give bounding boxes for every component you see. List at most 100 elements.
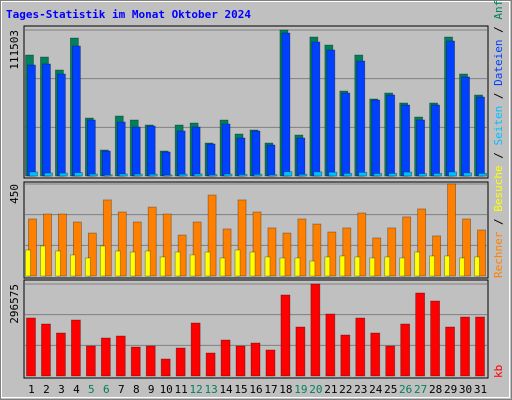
bar xyxy=(25,249,31,277)
legend-entry: Rechner xyxy=(492,231,505,278)
bar xyxy=(309,260,316,277)
bar xyxy=(148,173,158,177)
bar xyxy=(163,174,173,177)
bar xyxy=(222,228,232,277)
bar xyxy=(267,227,277,277)
bar xyxy=(72,221,82,277)
bar xyxy=(115,335,126,377)
bar xyxy=(433,172,443,177)
x-tick-label: 16 xyxy=(249,383,262,396)
bar xyxy=(131,126,141,177)
x-tick-label: 30 xyxy=(459,383,472,396)
bar xyxy=(459,257,465,277)
bar xyxy=(204,251,211,277)
bar xyxy=(221,123,231,177)
bar xyxy=(311,41,321,177)
x-tick-label: 14 xyxy=(219,383,233,396)
bar xyxy=(253,173,263,177)
bar xyxy=(206,143,216,177)
bar xyxy=(223,173,233,177)
bar xyxy=(162,213,172,277)
x-tick-label: 26 xyxy=(399,383,412,396)
bar xyxy=(445,326,455,377)
bar xyxy=(279,257,286,277)
bar xyxy=(339,255,346,277)
bar xyxy=(399,257,406,277)
bar xyxy=(370,332,381,377)
legend-entry: Besuche xyxy=(492,165,505,211)
bar xyxy=(234,249,241,277)
bar xyxy=(69,254,76,277)
bar xyxy=(281,32,291,177)
bar xyxy=(386,94,396,177)
bar xyxy=(29,171,38,177)
bar xyxy=(70,319,81,377)
bar xyxy=(57,73,66,177)
bar xyxy=(324,256,331,277)
x-tick-label: 2 xyxy=(43,383,50,396)
bar xyxy=(312,223,322,277)
bar xyxy=(44,172,53,177)
bar xyxy=(43,213,52,277)
bar xyxy=(193,173,203,177)
bar xyxy=(59,172,68,177)
y-tick-label: 296575 xyxy=(8,284,21,324)
bar xyxy=(372,237,382,277)
bar xyxy=(342,227,352,277)
bar xyxy=(114,250,121,277)
bar xyxy=(358,171,368,177)
bar xyxy=(130,346,141,377)
bar xyxy=(369,257,376,277)
bar xyxy=(371,99,381,177)
bar xyxy=(73,172,83,177)
bar xyxy=(71,45,81,177)
bar xyxy=(190,322,201,377)
bar xyxy=(26,317,36,377)
bar xyxy=(326,49,336,177)
bar xyxy=(268,174,278,177)
x-tick-label: 5 xyxy=(88,383,95,396)
x-tick-label: 8 xyxy=(133,383,140,396)
bar xyxy=(400,323,411,377)
bar xyxy=(415,292,426,377)
bar xyxy=(313,171,323,177)
bar xyxy=(417,208,427,277)
bar xyxy=(249,251,256,277)
bar xyxy=(160,358,171,377)
bar xyxy=(474,256,480,277)
x-tick-label: 12 xyxy=(190,383,203,396)
bar xyxy=(252,211,262,277)
x-tick-label: 20 xyxy=(309,383,322,396)
bar xyxy=(205,352,216,377)
bar xyxy=(58,213,67,277)
bar xyxy=(373,173,383,177)
bar xyxy=(236,137,246,177)
bar xyxy=(444,255,450,277)
legend-entry: Seiten xyxy=(492,106,505,146)
bar xyxy=(357,212,367,277)
bar xyxy=(129,251,136,277)
x-tick-label: 15 xyxy=(234,383,247,396)
bar xyxy=(238,174,248,177)
bar xyxy=(102,199,112,277)
bar xyxy=(414,251,421,277)
bar xyxy=(27,64,36,177)
bar xyxy=(385,345,396,377)
bar xyxy=(251,130,261,177)
bar xyxy=(266,144,276,177)
bar xyxy=(340,334,351,377)
bar xyxy=(235,345,246,377)
x-tick-label: 23 xyxy=(354,383,367,396)
bar xyxy=(178,173,188,177)
bar xyxy=(446,40,455,177)
x-tick-label: 13 xyxy=(204,383,217,396)
x-tick-label: 11 xyxy=(175,383,188,396)
bar xyxy=(477,229,486,277)
bar xyxy=(341,92,351,177)
x-tick-label: 25 xyxy=(384,383,397,396)
bar xyxy=(295,326,306,377)
bar xyxy=(294,257,301,277)
legend-entry: kb xyxy=(492,365,505,378)
x-tick-label: 31 xyxy=(474,383,487,396)
